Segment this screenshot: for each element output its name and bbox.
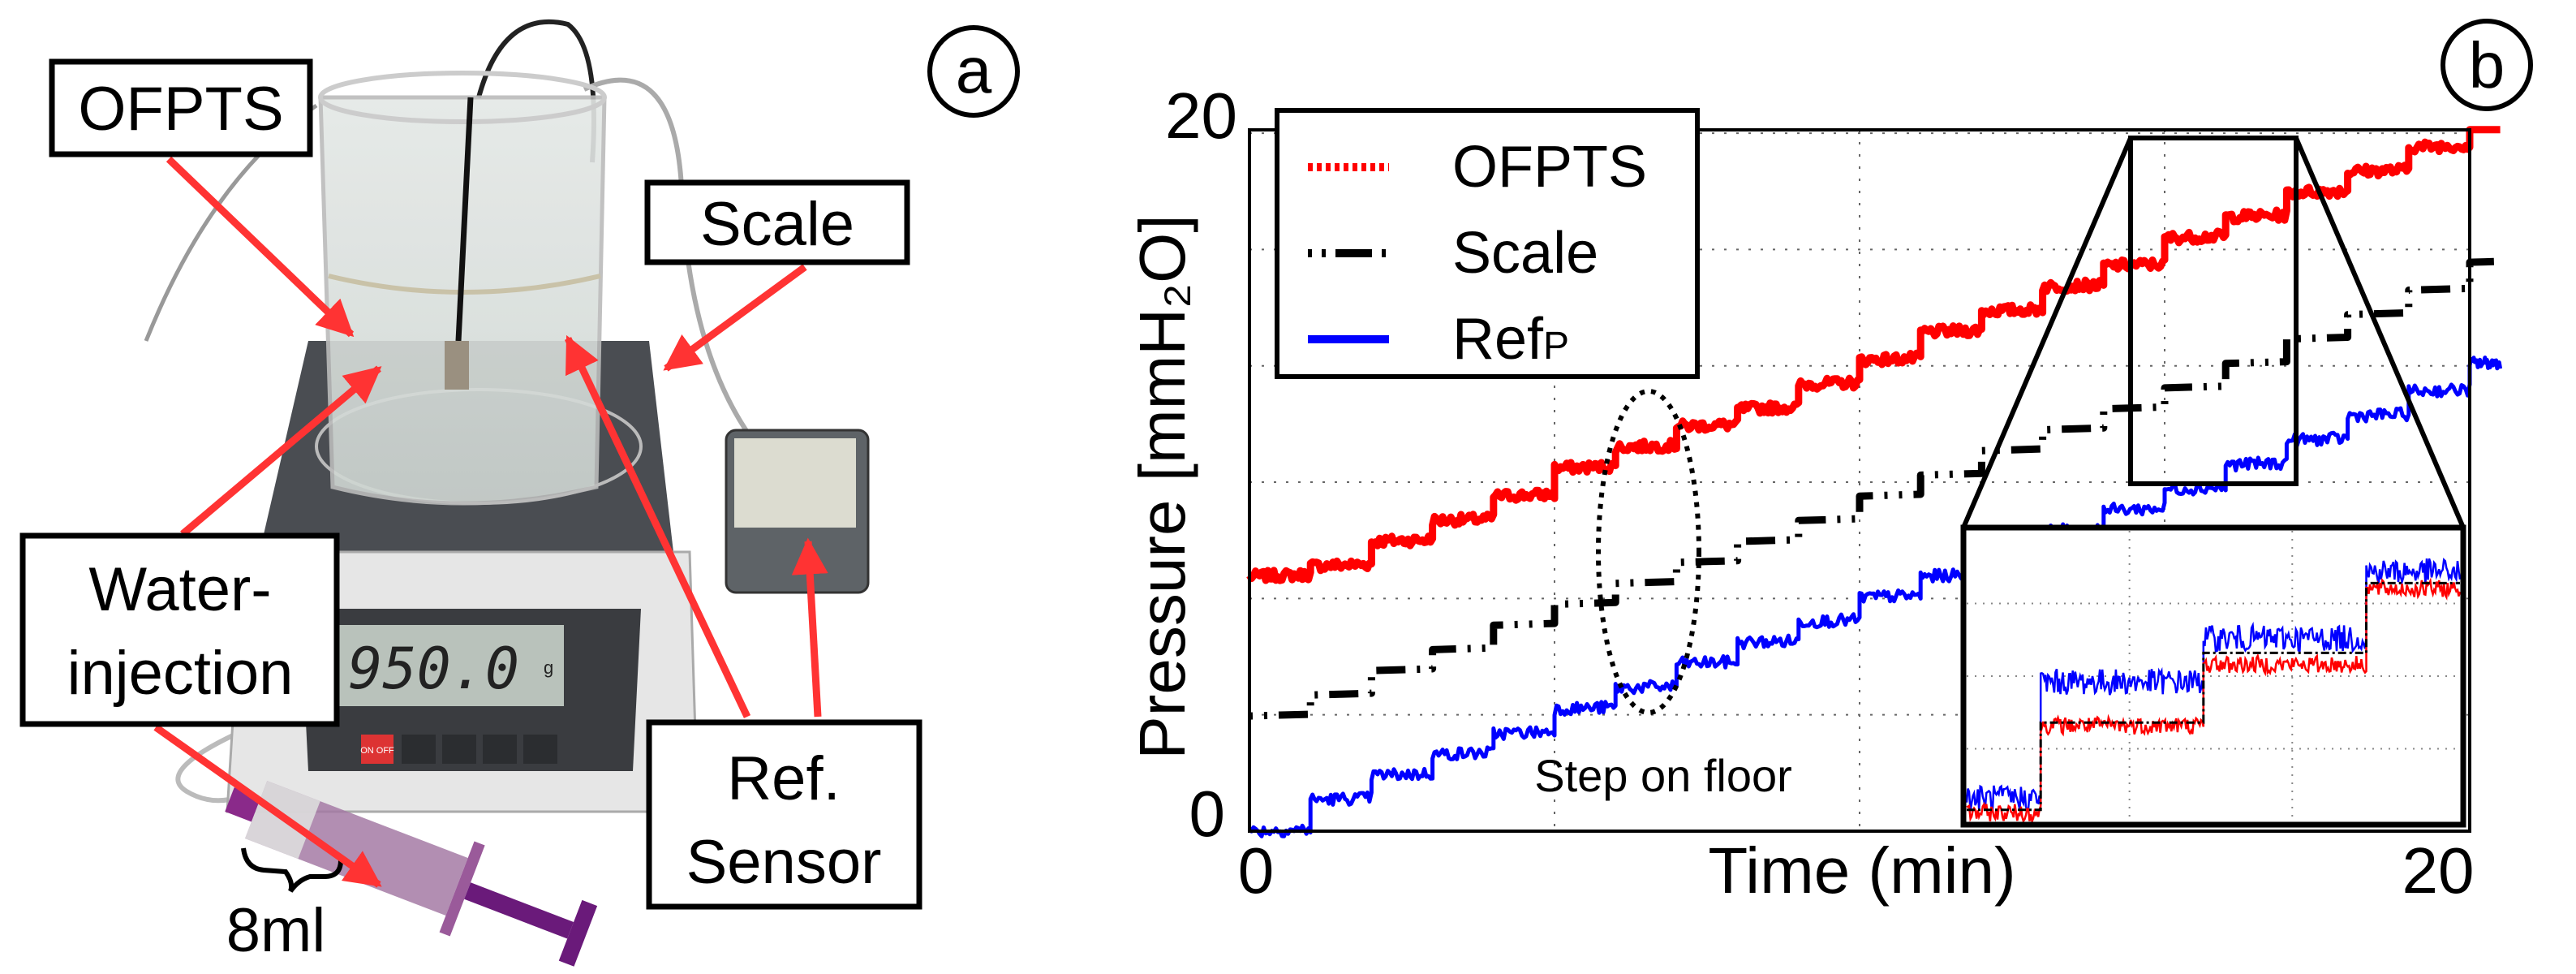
scale-button: [523, 735, 557, 764]
label-water-injection-line2: injection: [67, 639, 294, 708]
label-ofpts: OFPTS: [49, 58, 313, 157]
label-ref-sensor-line1: Ref.: [727, 744, 840, 813]
legend-label-refp-main: Ref: [1452, 307, 1544, 372]
zoom-window: [2128, 136, 2299, 486]
scale-on-off-label: ON OFF: [360, 746, 394, 756]
x-tick-label: 0: [1238, 834, 1275, 907]
y-axis-label: Pressure [mmH₂O]: [1126, 214, 1198, 759]
zoom-connector: [1961, 136, 2133, 529]
scale-on-off-button: [361, 735, 393, 764]
ofpts-sensor-tip: [445, 341, 469, 390]
injection-tube: [175, 728, 245, 804]
volume-brace: [241, 847, 343, 893]
ref-sensor-label-plate: [734, 438, 856, 528]
scale-reading: 950.0: [348, 636, 519, 702]
legend: OFPTS Scale RefP: [1275, 108, 1700, 379]
label-water-injection: Water- injection: [19, 532, 340, 727]
step-on-floor-annotation: Step on floor: [1534, 750, 1792, 801]
ofpts-fiber: [455, 97, 474, 342]
label-ofpts-text: OFPTS: [78, 75, 283, 144]
panel-b-chart: 0 20 0 20 Time (min) Pressure [mmH₂O] St…: [1126, 19, 2533, 907]
series-line-ofpts: [1246, 126, 2503, 584]
inset-series-line-ofpts: [1966, 577, 2462, 825]
inset-series-line-scale: [1967, 581, 2460, 812]
legend-label-refp: RefP: [1452, 307, 1569, 372]
arrow-water-injection-syringe: [153, 724, 382, 888]
y-tick-label: 20: [1165, 80, 1237, 152]
series-line-refp: [1247, 356, 2503, 838]
scale-unit: g: [544, 657, 553, 678]
panel-label-b-text: b: [2469, 29, 2505, 101]
zoom-connector: [2294, 136, 2466, 529]
arrow-scale: [663, 264, 807, 372]
label-ref-sensor-line2: Sensor: [686, 828, 882, 897]
panel-label-a: a: [927, 25, 1020, 118]
legend-label-refp-subscript: P: [1543, 325, 1569, 368]
volume-label: 8ml: [226, 896, 325, 965]
arrow-ref-sensor-beaker: [564, 334, 751, 718]
series-group: [1246, 126, 2503, 838]
panel-label-a-text: a: [956, 34, 992, 106]
inset-frame: [1960, 524, 2466, 828]
scale-display: [337, 625, 564, 706]
arrow-ref-sensor-box: [791, 537, 828, 718]
x-tick-label: 20: [2402, 834, 2475, 907]
plot-frame: [1248, 128, 2471, 833]
inset-series-group: [1965, 558, 2462, 825]
annotation-arrows: [153, 156, 828, 888]
inset-plot: [1960, 524, 2466, 828]
label-scale-text: Scale: [700, 190, 854, 259]
panel-label-b: b: [2441, 19, 2533, 111]
scale-button: [483, 735, 517, 764]
label-scale: Scale: [644, 179, 910, 265]
arrow-ofpts: [166, 156, 355, 338]
arrow-water-injection-beaker: [180, 365, 382, 537]
legend-label-scale: Scale: [1452, 221, 1598, 286]
inset-series-line-refp: [1965, 558, 2462, 813]
y-tick-label: 0: [1189, 778, 1226, 850]
scale-button: [402, 735, 436, 764]
legend-label-ofpts: OFPTS: [1452, 135, 1647, 200]
legend-box: [1275, 108, 1700, 379]
step-on-floor-ellipse: [1596, 389, 1701, 715]
x-axis-label: Time (min): [1708, 834, 2015, 907]
panel-a-photo: 950.0 g ON OFF 8ml: [19, 19, 1020, 967]
scale-button: [442, 735, 476, 764]
label-ref-sensor: Ref. Sensor: [646, 719, 922, 910]
label-water-injection-line1: Water-: [88, 555, 271, 624]
